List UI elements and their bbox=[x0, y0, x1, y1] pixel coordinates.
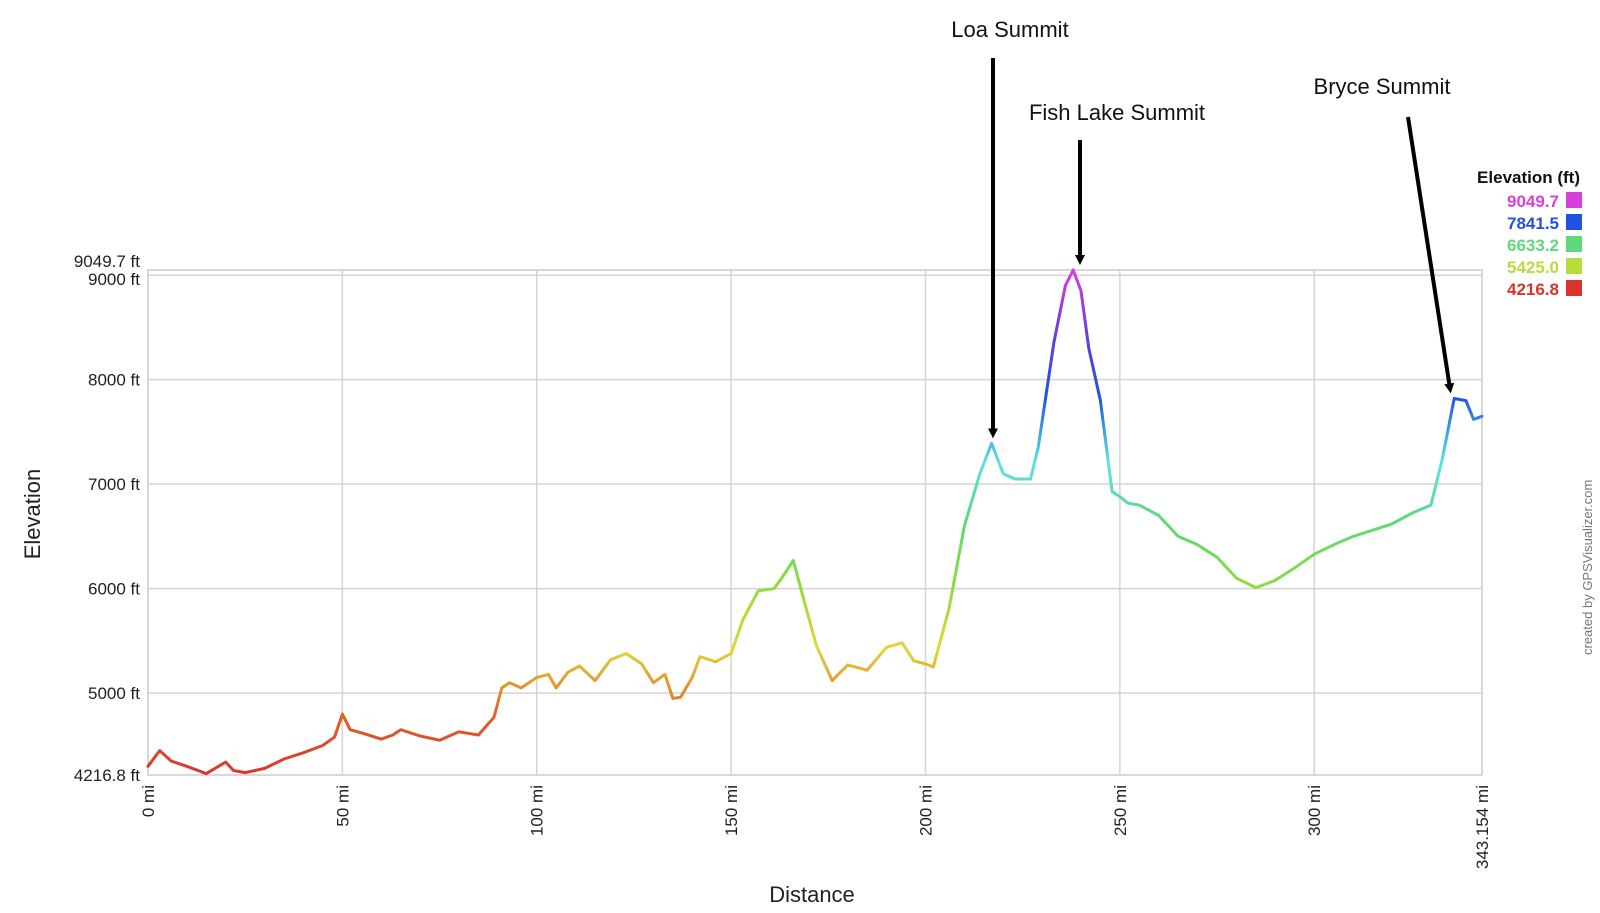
grid bbox=[147, 269, 1483, 776]
legend-value: 7841.5 bbox=[1507, 214, 1559, 233]
x-tick-label: 0 mi bbox=[139, 785, 158, 817]
legend-swatch bbox=[1566, 258, 1582, 274]
series-layer bbox=[146, 268, 1484, 776]
credit-text: created by GPSVisualizer.com bbox=[1580, 480, 1595, 655]
legend-value: 6633.2 bbox=[1507, 236, 1559, 255]
y-tick-label: 9049.7 ft bbox=[74, 252, 140, 271]
y-tick-label: 9000 ft bbox=[88, 270, 140, 289]
annotation-label: Loa Summit bbox=[951, 17, 1068, 42]
color-scale-legend: Elevation (ft) 9049.7 7841.5 6633.2 5425.0 42… bbox=[1477, 168, 1582, 299]
x-axis-title: Distance bbox=[769, 882, 855, 907]
legend-swatch bbox=[1566, 236, 1582, 252]
y-tick-label: 7000 ft bbox=[88, 475, 140, 494]
x-tick-label: 50 mi bbox=[333, 785, 352, 827]
legend-swatch bbox=[1566, 214, 1582, 230]
y-tick-label: 8000 ft bbox=[88, 371, 140, 390]
annotations: Loa Summit Fish Lake Summit Bryce Summit bbox=[951, 17, 1455, 439]
legend-value: 5425.0 bbox=[1507, 258, 1559, 277]
y-tick-label: 5000 ft bbox=[88, 684, 140, 703]
elevation-line bbox=[146, 268, 1484, 776]
y-tick-label: 4216.8 ft bbox=[74, 766, 140, 785]
legend-swatch bbox=[1566, 192, 1582, 208]
plot-frame bbox=[147, 269, 1483, 776]
x-tick-label: 300 mi bbox=[1305, 785, 1324, 836]
legend-value: 9049.7 bbox=[1507, 192, 1559, 211]
x-tick-label: 150 mi bbox=[722, 785, 741, 836]
annotation-label: Bryce Summit bbox=[1314, 74, 1451, 99]
y-tick-label: 6000 ft bbox=[88, 580, 140, 599]
x-tick-label: 343.154 mi bbox=[1473, 785, 1492, 869]
x-tick-label: 250 mi bbox=[1111, 785, 1130, 836]
x-axis-ticks: 0 mi 50 mi 100 mi 150 mi 200 mi 250 mi 300 mi 3… bbox=[139, 785, 1492, 869]
annotation-label: Fish Lake Summit bbox=[1029, 100, 1205, 125]
legend-title: Elevation (ft) bbox=[1477, 168, 1580, 187]
x-tick-label: 200 mi bbox=[916, 785, 935, 836]
y-axis-ticks: 4216.8 ft 5000 ft 6000 ft 7000 ft 8000 ft 900… bbox=[74, 252, 140, 785]
x-tick-label: 100 mi bbox=[528, 785, 547, 836]
legend-value: 4216.8 bbox=[1507, 280, 1559, 299]
y-axis-title: Elevation bbox=[20, 469, 45, 560]
legend-swatch bbox=[1566, 280, 1582, 296]
annotation-arrow bbox=[1406, 116, 1455, 394]
